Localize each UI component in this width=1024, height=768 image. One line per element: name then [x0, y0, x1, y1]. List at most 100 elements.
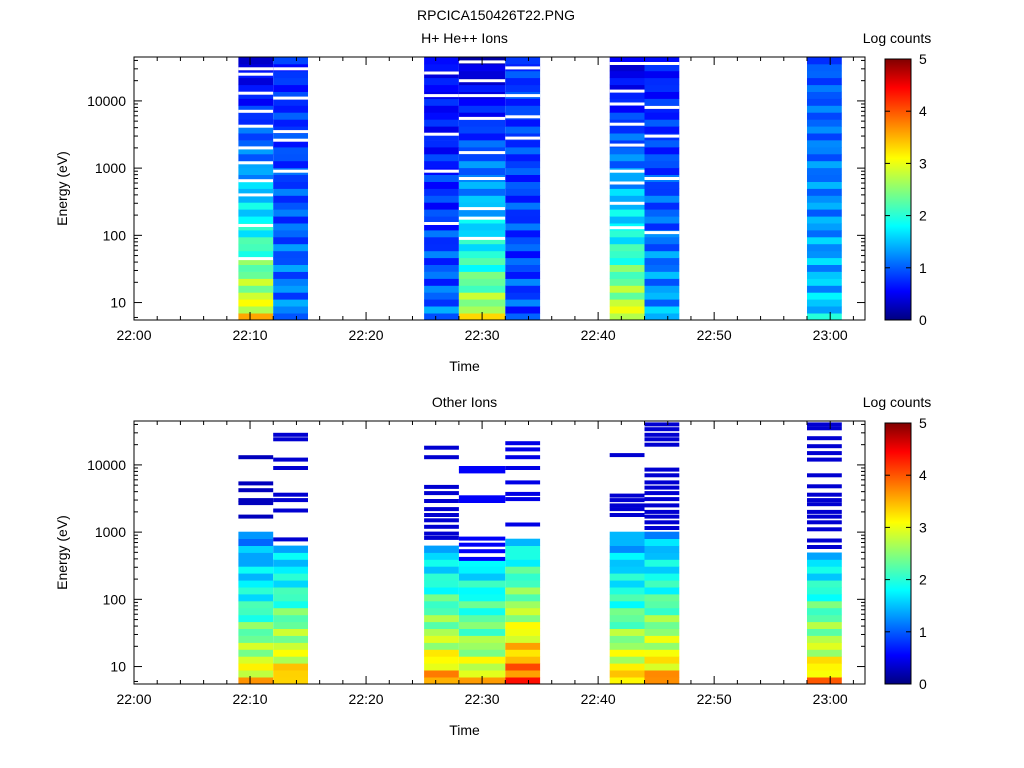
energy-bin: [238, 573, 274, 581]
energy-bin: [807, 250, 842, 259]
energy-bin: [424, 642, 459, 650]
time-column: [807, 57, 842, 321]
energy-bin: [273, 216, 308, 224]
energy-band: [807, 484, 842, 489]
colorbar-tick-label: 1: [919, 624, 927, 640]
energy-bin: [505, 257, 541, 265]
energy-bin: [609, 57, 645, 65]
data-gap: [644, 105, 680, 109]
energy-bin: [238, 181, 274, 189]
energy-bin: [609, 531, 645, 539]
energy-bin: [807, 642, 842, 650]
energy-bin: [238, 621, 274, 629]
energy-bin: [238, 552, 274, 560]
energy-band: [644, 509, 680, 514]
energy-bin: [644, 236, 680, 245]
energy-bin: [424, 181, 459, 189]
data-gap: [238, 67, 274, 71]
energy-bin: [424, 552, 459, 560]
energy-bin: [644, 621, 680, 629]
energy-bin: [644, 202, 680, 210]
time-column: [505, 57, 541, 321]
energy-bin: [424, 63, 459, 72]
energy-bin: [424, 84, 459, 92]
energy-band: [644, 442, 680, 447]
energy-bin: [609, 607, 645, 616]
energy-bin: [807, 63, 842, 72]
energy-bin: [238, 299, 274, 307]
energy-bin: [807, 292, 842, 300]
energy-bin: [505, 202, 541, 210]
energy-bin: [458, 642, 506, 650]
energy-bin: [424, 188, 459, 196]
energy-bin: [238, 642, 274, 650]
energy-bin: [505, 57, 541, 65]
energy-bin: [238, 140, 274, 148]
energy-band: [424, 499, 459, 503]
energy-bin: [273, 559, 308, 567]
energy-bin: [424, 236, 459, 245]
energy-bin: [238, 538, 274, 546]
energy-bin: [644, 614, 680, 623]
energy-bin: [644, 57, 680, 65]
energy-bin: [609, 271, 645, 279]
y-tick-label: 100: [103, 591, 127, 607]
energy-band: [424, 455, 459, 460]
energy-bin: [609, 313, 645, 321]
energy-bin: [505, 188, 541, 196]
energy-bin: [458, 600, 506, 609]
data-gap: [458, 177, 506, 180]
data-gap: [273, 169, 308, 173]
energy-bin: [273, 181, 308, 189]
colorbar-tick-label: 3: [919, 155, 927, 171]
energy-bin: [807, 160, 842, 169]
energy-bin: [505, 195, 541, 203]
energy-bin: [458, 635, 506, 643]
energy-bin: [505, 167, 541, 175]
energy-bin: [273, 153, 308, 162]
time-column: [424, 57, 459, 321]
energy-bin: [424, 105, 459, 113]
energy-bin: [505, 580, 541, 588]
energy-bin: [644, 153, 680, 162]
energy-band: [644, 422, 680, 427]
energy-bin: [273, 600, 308, 609]
energy-bin: [644, 126, 680, 134]
energy-bin: [273, 621, 308, 629]
energy-bin: [609, 677, 645, 685]
x-tick-label: 22:30: [465, 327, 500, 343]
energy-bin: [609, 126, 645, 134]
energy-bin: [424, 670, 459, 678]
energy-bin: [505, 670, 541, 678]
energy-bin: [505, 250, 541, 259]
energy-bin: [807, 105, 842, 113]
energy-bin: [238, 202, 274, 210]
energy-bin: [644, 642, 680, 650]
energy-band: [807, 444, 842, 449]
energy-bin: [458, 264, 506, 272]
energy-bin: [807, 112, 842, 120]
energy-bin: [505, 559, 541, 567]
energy-bin: [609, 642, 645, 650]
energy-bin: [807, 57, 842, 65]
energy-bin: [505, 607, 541, 616]
energy-bin: [807, 559, 842, 567]
energy-band: [424, 491, 459, 496]
data-gap: [609, 226, 645, 230]
energy-bin: [644, 545, 680, 553]
energy-bin: [458, 133, 506, 141]
energy-bin: [609, 566, 645, 574]
colorbar-label: Log counts: [863, 30, 932, 46]
energy-bin: [458, 243, 506, 252]
energy-bin: [273, 545, 308, 553]
energy-bin: [238, 250, 274, 259]
energy-bin: [424, 153, 459, 162]
energy-bin: [644, 119, 680, 127]
energy-bin: [424, 677, 459, 685]
energy-bin: [424, 306, 459, 314]
energy-bin: [273, 188, 308, 196]
energy-bin: [644, 649, 680, 657]
energy-bin: [505, 614, 541, 623]
energy-bin: [644, 580, 680, 588]
data-gap: [505, 94, 541, 98]
